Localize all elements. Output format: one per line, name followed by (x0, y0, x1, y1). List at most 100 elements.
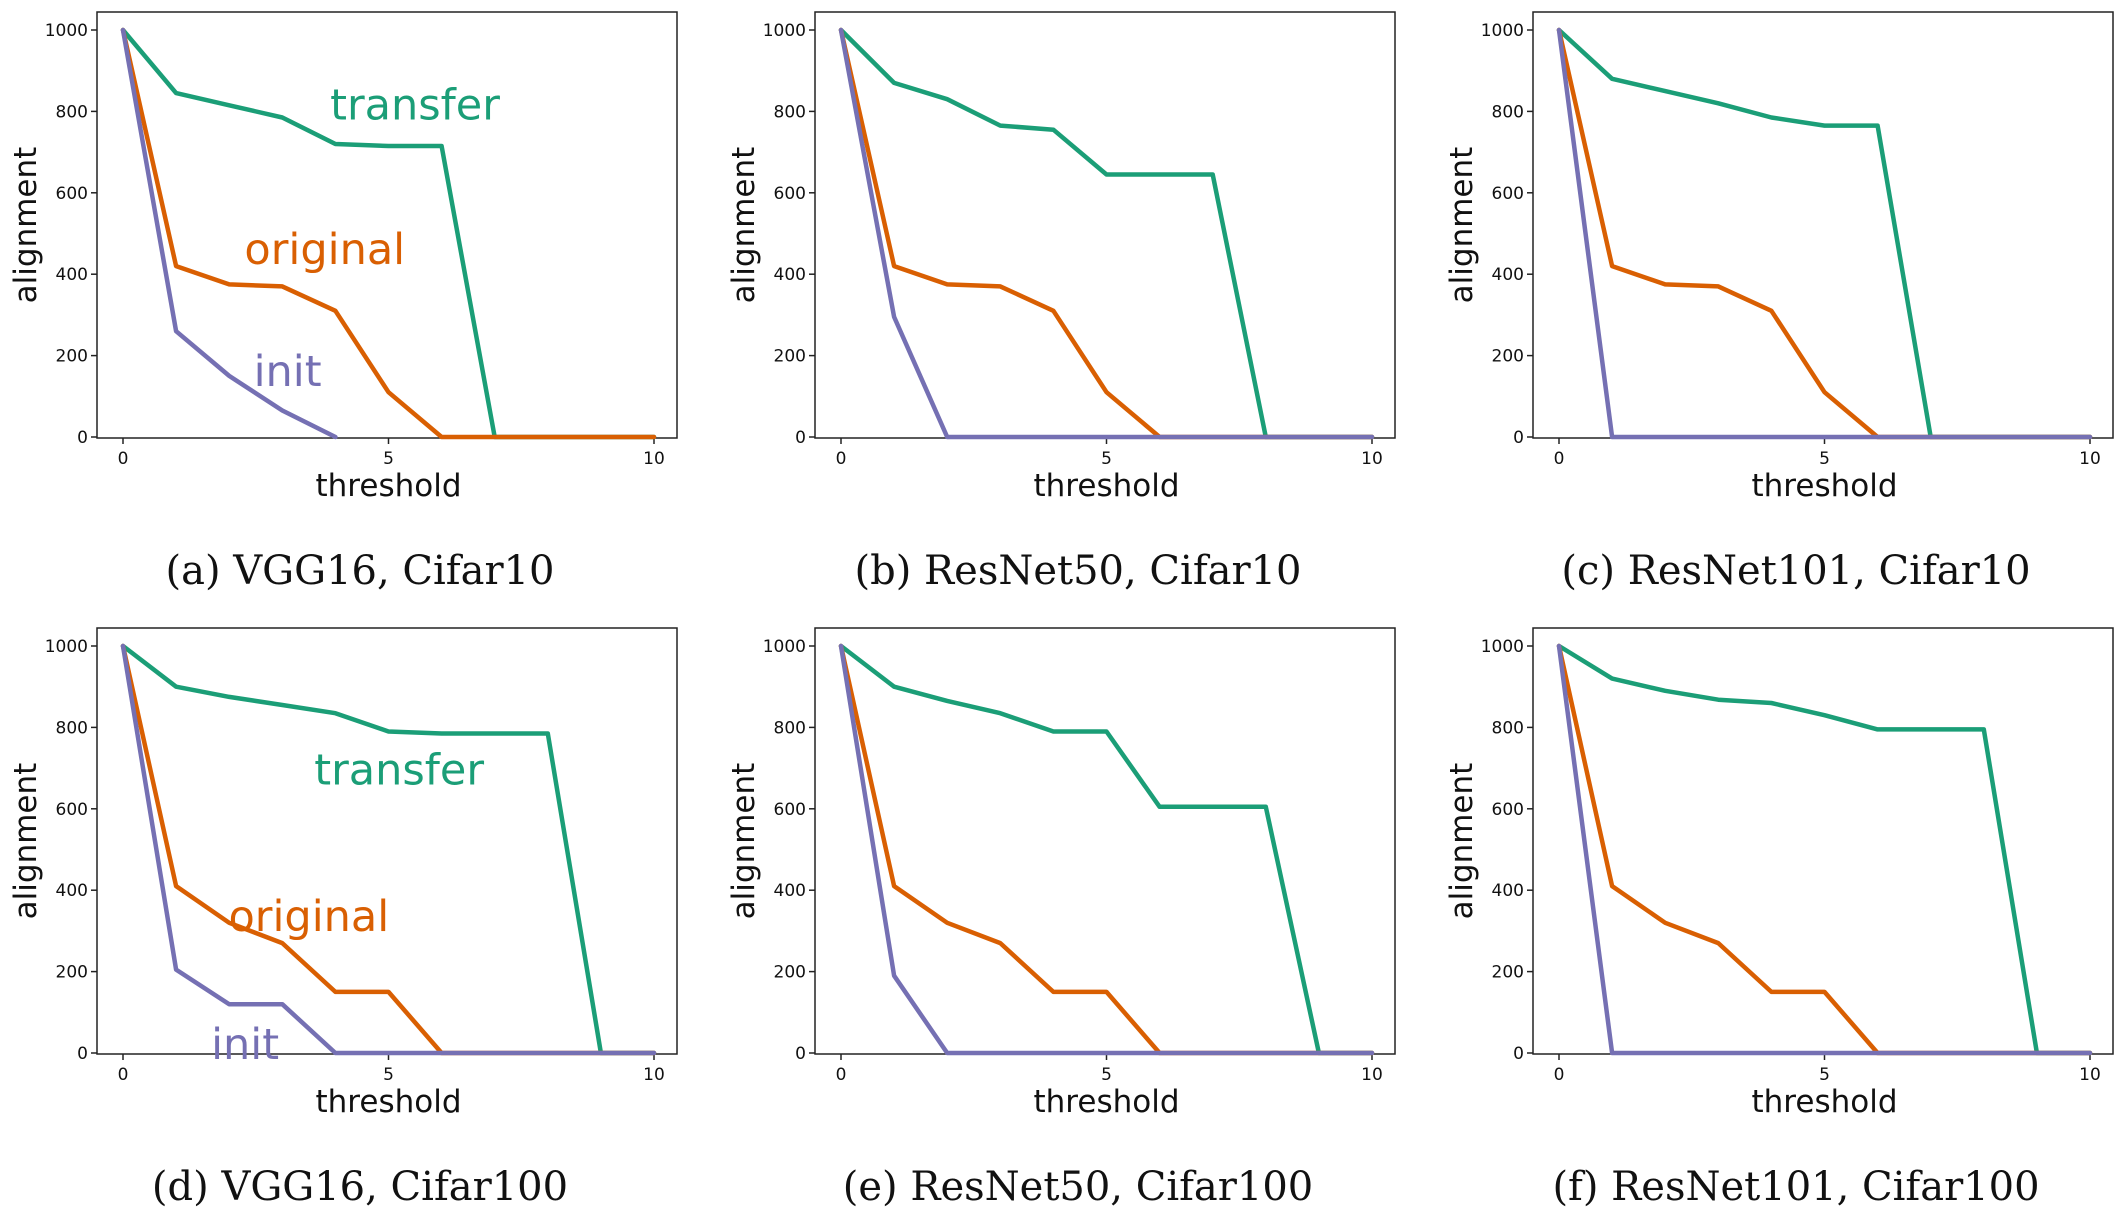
series-line-init (838, 27, 1375, 440)
caption-e: (e) ResNet50, Cifar100 (842, 1164, 1314, 1210)
series-line-original (1556, 643, 2093, 1056)
y-tick-label: 1000 (1481, 21, 1524, 41)
chart-d: 0 200 400 600 800 1000 0 5 10 threshold alignment t… (8, 627, 678, 1120)
y-tick-label: 600 (56, 800, 88, 820)
series-line-original (120, 27, 657, 440)
series-line-init (120, 643, 657, 1056)
x-tick-label: 0 (118, 449, 129, 469)
annotation-original: original (244, 225, 405, 275)
annotation-init: init (211, 1020, 279, 1070)
caption-d: (d) VGG16, Cifar100 (151, 1164, 569, 1210)
caption-c: (c) ResNet101, Cifar10 (1561, 548, 2031, 594)
x-axis-label-b: threshold (1034, 468, 1180, 504)
series-line-init (1556, 643, 2093, 1056)
y-tick-label: 800 (56, 718, 88, 738)
y-tick-label: 200 (56, 963, 88, 983)
chart-b: 0 200 400 600 800 1000 0 5 10 threshold alignment (726, 11, 1396, 504)
y-tick-label: 400 (56, 265, 88, 285)
series-line-transfer (120, 643, 657, 1056)
plot-frame-c (1532, 11, 2114, 439)
x-tick-label: 10 (643, 449, 665, 469)
series-line-transfer (1556, 27, 2093, 440)
caption-f: (f) ResNet101, Cifar100 (1552, 1164, 2040, 1210)
y-tick-label: 800 (774, 102, 806, 122)
caption-a: (a) VGG16, Cifar10 (165, 548, 555, 594)
x-tick-label: 5 (1101, 449, 1112, 469)
panel-f: 0 200 400 600 800 1000 0 5 10 threshold alignment … (1436, 616, 2127, 1210)
x-tick-label: 10 (1361, 1065, 1383, 1085)
y-axis-label-d: alignment (8, 763, 44, 920)
x-axis-label-d: threshold (316, 1084, 462, 1120)
y-tick-label: 800 (1492, 102, 1524, 122)
y-tick-label: 1000 (763, 21, 806, 41)
panel-b: 0 200 400 600 800 1000 0 5 10 threshold alignment … (718, 0, 1438, 594)
y-tick-label: 0 (1513, 1044, 1524, 1064)
series-line-original (120, 643, 657, 1056)
x-tick-label: 0 (118, 1065, 129, 1085)
x-axis-label-e: threshold (1034, 1084, 1180, 1120)
series-line-original (838, 643, 1375, 1056)
y-tick-label: 1000 (45, 637, 88, 657)
y-tick-label: 1000 (763, 637, 806, 657)
series-line-init (1556, 27, 2093, 440)
x-axis-label-c: threshold (1752, 468, 1898, 504)
x-tick-label: 10 (643, 1065, 665, 1085)
x-tick-label: 5 (1819, 449, 1830, 469)
x-tick-label: 5 (1101, 1065, 1112, 1085)
chart-e: 0 200 400 600 800 1000 0 5 10 threshold alignment (726, 627, 1396, 1120)
y-tick-label: 600 (1492, 184, 1524, 204)
panel-e: 0 200 400 600 800 1000 0 5 10 threshold alignment … (718, 616, 1438, 1210)
x-tick-label: 5 (383, 1065, 394, 1085)
chart-c: 0 200 400 600 800 1000 0 5 10 threshold alignment (1444, 11, 2114, 504)
chart-a: 0 200 400 600 800 1000 0 5 10 threshold alignment t… (8, 11, 678, 504)
annotation-transfer: transfer (330, 81, 500, 131)
x-tick-label: 5 (1819, 1065, 1830, 1085)
y-tick-label: 0 (1513, 428, 1524, 448)
x-tick-label: 0 (1554, 449, 1565, 469)
y-tick-label: 600 (56, 184, 88, 204)
panel-c: 0 200 400 600 800 1000 0 5 10 threshold alignment … (1436, 0, 2127, 594)
y-tick-label: 600 (1492, 800, 1524, 820)
y-tick-label: 400 (774, 265, 806, 285)
y-tick-label: 1000 (45, 21, 88, 41)
panel-a: 0 200 400 600 800 1000 0 5 10 threshold alignment t… (0, 0, 720, 594)
x-tick-label: 5 (383, 449, 394, 469)
plot-frame-a (96, 11, 678, 439)
y-tick-label: 1000 (1481, 637, 1524, 657)
series-line-transfer (838, 643, 1375, 1056)
y-tick-label: 200 (56, 347, 88, 367)
x-tick-label: 0 (836, 1065, 847, 1085)
annotation-original: original (228, 892, 389, 942)
y-tick-label: 400 (774, 881, 806, 901)
x-axis-label-a: threshold (316, 468, 462, 504)
caption-b: (b) ResNet50, Cifar10 (854, 548, 1302, 594)
y-tick-label: 200 (1492, 347, 1524, 367)
x-axis-label-f: threshold (1752, 1084, 1898, 1120)
x-tick-label: 0 (1554, 1065, 1565, 1085)
x-tick-label: 10 (1361, 449, 1383, 469)
y-tick-label: 400 (56, 881, 88, 901)
x-tick-label: 0 (836, 449, 847, 469)
y-axis-label-c: alignment (1444, 147, 1480, 304)
y-tick-label: 200 (774, 347, 806, 367)
panel-d: 0 200 400 600 800 1000 0 5 10 threshold alignment t… (0, 616, 720, 1210)
series-line-original (1556, 27, 2093, 440)
chart-f: 0 200 400 600 800 1000 0 5 10 threshold alignment (1444, 627, 2114, 1120)
y-tick-label: 600 (774, 184, 806, 204)
y-tick-label: 600 (774, 800, 806, 820)
y-tick-label: 400 (1492, 881, 1524, 901)
y-tick-label: 0 (77, 428, 88, 448)
y-tick-label: 200 (1492, 963, 1524, 983)
y-tick-label: 800 (774, 718, 806, 738)
y-axis-label-f: alignment (1444, 763, 1480, 920)
y-tick-label: 400 (1492, 265, 1524, 285)
x-tick-label: 10 (2079, 449, 2101, 469)
y-tick-label: 0 (795, 1044, 806, 1064)
y-tick-label: 0 (795, 428, 806, 448)
series-line-transfer (1556, 643, 2093, 1056)
annotation-init: init (254, 347, 322, 397)
y-tick-label: 200 (774, 963, 806, 983)
y-axis-label-a: alignment (8, 147, 44, 304)
y-axis-label-b: alignment (726, 147, 762, 304)
